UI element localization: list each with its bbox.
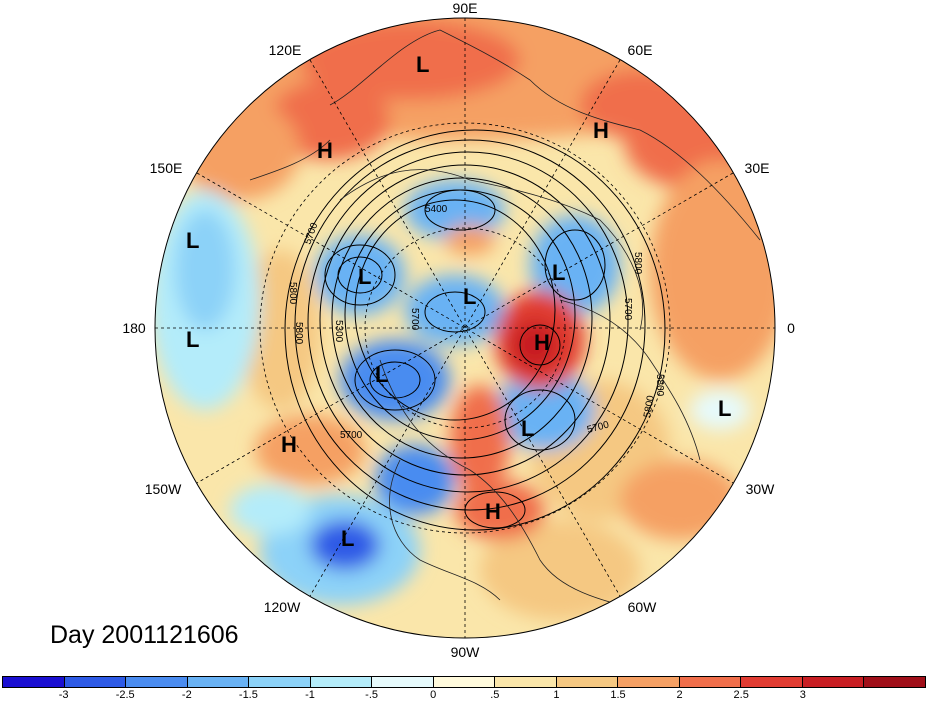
longitude-label-90w: 90W xyxy=(450,644,480,660)
colorbar-swatch xyxy=(372,677,434,687)
pressure-system-low: L xyxy=(375,362,388,387)
colorbar-swatch xyxy=(433,677,496,687)
pressure-system-low: L xyxy=(718,396,731,421)
pressure-system-low: L xyxy=(521,416,534,441)
longitude-label-150e: 150E xyxy=(149,160,183,176)
colorbar-tick-label: -.5 xyxy=(365,689,379,701)
longitude-label-30w: 30W xyxy=(745,481,775,497)
map-border xyxy=(154,17,776,639)
contour-label: 5700 xyxy=(409,308,420,331)
pressure-system-low: L xyxy=(552,260,565,285)
longitude-label-0: 0 xyxy=(787,320,795,336)
colorbar-swatch xyxy=(64,677,127,687)
colorbar-swatch xyxy=(310,677,373,687)
colorbar-swatch xyxy=(864,677,925,687)
longitude-label-60e: 60E xyxy=(627,42,653,58)
longitude-label-180: 180 xyxy=(122,320,146,336)
colorbar-swatch xyxy=(249,677,311,687)
pressure-system-low: L xyxy=(463,284,476,309)
graticule xyxy=(155,18,775,638)
pressure-system-high: H xyxy=(317,138,333,163)
contour-label: 5300 xyxy=(333,320,344,343)
colorbar-tick-label: -1.5 xyxy=(238,689,258,701)
longitude-label-150w: 150W xyxy=(144,481,182,497)
contour-label: 5800 xyxy=(293,322,304,345)
pressure-systems: L H H L L L L L H L H L L H L xyxy=(186,52,731,551)
pressure-system-low: L xyxy=(358,264,371,289)
contour-label: 5700 xyxy=(340,430,363,441)
colorbar-swatch xyxy=(618,677,680,687)
colorbar-tick-label: 2 xyxy=(676,689,683,701)
longitude-label-90e: 90E xyxy=(452,0,478,16)
colorbar xyxy=(2,676,926,688)
pressure-system-high: H xyxy=(534,330,550,355)
pressure-system-low: L xyxy=(416,52,429,77)
longitude-label-30e: 30E xyxy=(744,160,770,176)
pressure-system-low: L xyxy=(341,526,354,551)
anomaly-shading xyxy=(155,18,775,638)
pressure-system-high: H xyxy=(485,499,501,524)
pressure-system-low: L xyxy=(186,327,199,352)
contour-label: 5700 xyxy=(622,298,633,321)
colorbar-swatch xyxy=(126,677,188,687)
contour-label: 5800 xyxy=(642,394,657,418)
colorbar-tick-label: 2.5 xyxy=(733,689,749,701)
coastlines xyxy=(249,29,761,611)
colorbar-tick-label: 3 xyxy=(799,689,806,701)
longitude-label-120w: 120W xyxy=(263,599,301,615)
contour-label: 5800 xyxy=(287,282,298,305)
longitude-label-120e: 120E xyxy=(268,42,302,58)
colorbar-tick-label: -1 xyxy=(305,689,315,701)
colorbar-swatch xyxy=(556,677,619,687)
contour-label: 5800 xyxy=(654,374,665,397)
colorbar-tick-label: -2 xyxy=(181,689,192,701)
colorbar-swatch xyxy=(741,677,803,687)
colorbar-swatch xyxy=(187,677,250,687)
colorbar-swatch xyxy=(3,677,65,687)
contour-label: 5800 xyxy=(632,252,643,275)
colorbar-tick-label: 1 xyxy=(553,689,560,701)
pressure-system-low: L xyxy=(186,228,199,253)
colorbar-tick-label: 1.5 xyxy=(610,689,626,701)
colorbar-tick-label: -2.5 xyxy=(115,689,135,701)
colorbar-tick-label: -3 xyxy=(58,689,69,701)
colorbar-swatch xyxy=(495,677,557,687)
pressure-system-high: H xyxy=(281,432,297,457)
contour-label: 5400 xyxy=(425,204,448,215)
colorbar-tick-label: 0 xyxy=(430,689,437,701)
colorbar-swatch xyxy=(802,677,865,687)
day-label: Day 2001121606 xyxy=(50,621,239,649)
colorbar-swatch xyxy=(679,677,742,687)
colorbar-tick-label: .5 xyxy=(490,689,500,701)
longitude-label-60w: 60W xyxy=(627,599,657,615)
pressure-system-high: H xyxy=(593,118,609,143)
